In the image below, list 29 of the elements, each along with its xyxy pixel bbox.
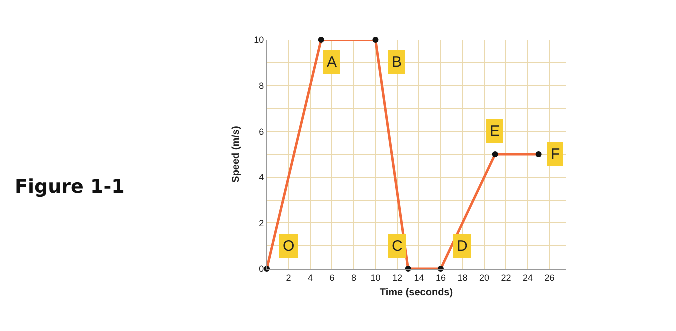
y-tick-label: 6 xyxy=(259,126,264,137)
y-tick-label: 8 xyxy=(259,80,264,91)
x-tick-label: 10 xyxy=(370,272,381,283)
annotation: O xyxy=(283,238,295,255)
x-tick-label: 16 xyxy=(436,272,446,283)
y-tick-label: 2 xyxy=(259,218,264,228)
x-tick-label: 20 xyxy=(479,272,490,283)
x-tick-label: 24 xyxy=(522,272,533,283)
y-tick-label: 0 xyxy=(259,264,264,274)
x-tick-label: 14 xyxy=(414,272,424,283)
x-tick-label: 18 xyxy=(458,272,468,283)
annotation: C xyxy=(392,238,403,255)
x-tick-label: 8 xyxy=(351,272,356,283)
caption: Figure 1-1 xyxy=(15,176,125,198)
annotation: D xyxy=(457,238,468,255)
x-tick-label: 12 xyxy=(392,272,402,283)
x-tick-label: 6 xyxy=(330,272,335,283)
annotation: E xyxy=(490,123,500,140)
x-tick-label: 4 xyxy=(308,272,313,283)
x-tick-label: 22 xyxy=(501,272,512,283)
annotation: B xyxy=(392,54,402,71)
y-axis-title: Speed (m/s) xyxy=(231,126,242,183)
y-tick-label: 4 xyxy=(259,172,264,183)
annotation: F xyxy=(551,146,560,163)
x-tick-label: 2 xyxy=(286,272,292,283)
y-tick-label: 10 xyxy=(254,35,264,46)
annotation: A xyxy=(327,54,338,71)
x-axis-title: Time (seconds) xyxy=(380,287,454,298)
x-tick-label: 26 xyxy=(544,272,555,283)
